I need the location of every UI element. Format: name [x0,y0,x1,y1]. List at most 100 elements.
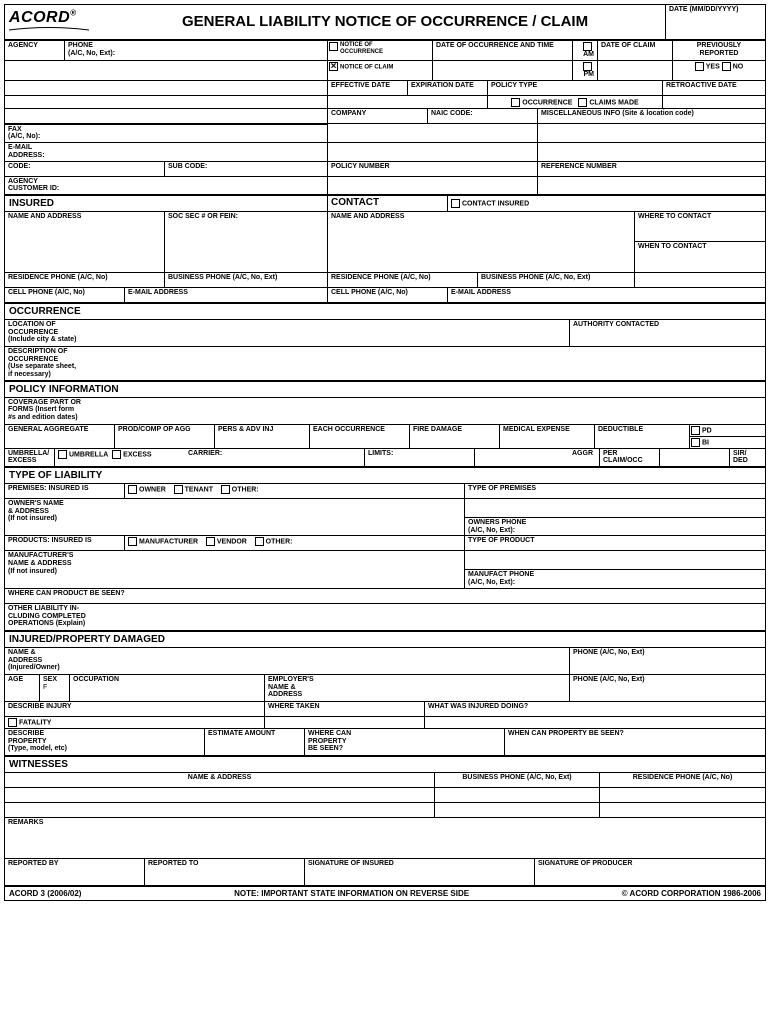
witness-res-phone-header: RESIDENCE PHONE (A/C, No) [600,773,765,787]
witness-row-2-name[interactable] [5,803,435,817]
estimate-amount[interactable]: ESTIMATE AMOUNT [205,729,305,755]
occupation[interactable]: OCCUPATION [70,675,265,701]
bi-cb[interactable] [691,438,700,447]
when-contact[interactable]: WHEN TO CONTACT [635,242,765,272]
what-injured-doing[interactable]: WHAT WAS INJURED DOING? [425,702,765,716]
other-product-cb[interactable] [255,537,264,546]
owners-phone[interactable]: OWNERS PHONE (A/C, No, Ext): [465,517,765,535]
injured-name-address[interactable]: NAME & ADDRESS (Injured/Owner) [5,648,570,674]
notice-claim-cb[interactable] [329,62,338,71]
signature-insured[interactable]: SIGNATURE OF INSURED [305,859,535,885]
owner-cb[interactable] [128,485,137,494]
fax[interactable]: FAX (A/C, No): [5,124,328,142]
manufacturer-cb[interactable] [128,537,137,546]
code[interactable]: CODE: [5,162,165,176]
umbrella-excess-label: UMBRELLA/ EXCESS [5,449,55,466]
contact-email[interactable]: E-MAIL ADDRESS [448,288,765,302]
each-occ[interactable]: EACH OCCURRENCE [310,425,410,448]
sub-code[interactable]: SUB CODE: [165,162,328,176]
witness-row-1-res[interactable] [600,788,765,802]
signature-producer[interactable]: SIGNATURE OF PRODUCER [535,859,765,885]
umbrella-cb[interactable] [58,450,67,459]
date-occ-time[interactable]: DATE OF OCCURRENCE AND TIME [433,41,573,60]
type-product[interactable]: TYPE OF PRODUCT [465,536,765,550]
medical-expense[interactable]: MEDICAL EXPENSE [500,425,595,448]
date-claim[interactable]: DATE OF CLAIM [598,41,673,60]
retroactive-date[interactable]: RETROACTIVE DATE [663,81,765,95]
insured-bus-phone[interactable]: BUSINESS PHONE (A/C, No, Ext) [165,273,328,287]
contact-res-phone[interactable]: RESIDENCE PHONE (A/C, No) [328,273,478,287]
injured-phone-2[interactable]: PHONE (A/C, No, Ext) [570,675,765,701]
insured-ssn[interactable]: SOC SEC # OR FEIN: [165,212,328,272]
policy-number[interactable]: POLICY NUMBER [328,162,538,176]
tenant-cb[interactable] [174,485,183,494]
contact-name-address[interactable]: NAME AND ADDRESS [328,212,635,272]
mfr-name[interactable]: MANUFACTURER'S NAME & ADDRESS (If not in… [5,551,465,587]
describe-injury[interactable]: DESCRIBE INJURY [5,702,265,716]
claims-made-cb[interactable] [578,98,587,107]
excess-cb[interactable] [112,450,121,459]
agency-customer-id[interactable]: AGENCY CUSTOMER ID: [5,177,328,194]
where-property[interactable]: WHERE CAN PROPERTY BE SEEN? [305,729,505,755]
witness-row-1-name[interactable] [5,788,435,802]
other-liability[interactable]: OTHER LIABILITY IN- CLUDING COMPLETED OP… [5,604,765,630]
coverage-part[interactable]: COVERAGE PART OR FORMS (Insert form #s a… [5,398,765,424]
insured-email[interactable]: E-MAIL ADDRESS [125,288,328,302]
expiration-date[interactable]: EXPIRATION DATE [408,81,488,95]
prod-comp[interactable]: PROD/COMP OP AGG [115,425,215,448]
contact-cell[interactable]: CELL PHONE (A/C, No) [328,288,448,302]
deductible[interactable]: DEDUCTIBLE [595,425,690,448]
date-field[interactable]: DATE (MM/DD/YYYY) [665,5,765,39]
describe-property[interactable]: DESCRIBE PROPERTY (Type, model, etc) [5,729,205,755]
occurrence-cb[interactable] [511,98,520,107]
company[interactable]: COMPANY [328,109,428,123]
witness-row-2-bus[interactable] [435,803,600,817]
fatality-cb[interactable] [8,718,17,727]
where-product[interactable]: WHERE CAN PRODUCT BE SEEN? [5,589,765,603]
carrier[interactable]: CARRIER: [185,449,365,466]
misc-info[interactable]: MISCELLANEOUS INFO (Site & location code… [538,109,765,123]
general-agg[interactable]: GENERAL AGGREGATE [5,425,115,448]
age-field[interactable]: AGE [5,675,40,701]
remarks[interactable]: REMARKS [5,818,765,858]
mfr-phone[interactable]: MANUFACT PHONE (A/C, No, Ext): [465,569,765,587]
fire-damage[interactable]: FIRE DAMAGE [410,425,500,448]
am-cb[interactable] [583,42,592,51]
pm-cb[interactable] [583,62,592,71]
yes-cb[interactable] [695,62,704,71]
reported-to[interactable]: REPORTED TO [145,859,305,885]
employers-name[interactable]: EMPLOYER'S NAME & ADDRESS [265,675,570,701]
contact-insured-cb[interactable] [451,199,460,208]
where-contact[interactable]: WHERE TO CONTACT [635,212,765,242]
when-property[interactable]: WHEN CAN PROPERTY BE SEEN? [505,729,765,755]
witness-row-2-res[interactable] [600,803,765,817]
owners-name[interactable]: OWNER'S NAME & ADDRESS (If not insured) [5,499,465,535]
injured-phone[interactable]: PHONE (A/C, No, Ext) [570,648,765,674]
effective-date[interactable]: EFFECTIVE DATE [328,81,408,95]
occurrence-location[interactable]: LOCATION OF OCCURRENCE (Include city & s… [5,320,570,346]
no-cb[interactable] [722,62,731,71]
sex-field[interactable]: SEXF [40,675,70,701]
insured-name-address[interactable]: NAME AND ADDRESS [5,212,165,272]
policy-info-title: POLICY INFORMATION [5,380,765,397]
insured-res-phone[interactable]: RESIDENCE PHONE (A/C, No) [5,273,165,287]
notice-occurrence-cb[interactable] [329,42,338,51]
pers-adv[interactable]: PERS & ADV INJ [215,425,310,448]
agency-phone[interactable]: PHONE (A/C, No, Ext): [65,41,328,60]
naic-code[interactable]: NAIC CODE: [428,109,538,123]
type-premises[interactable]: TYPE OF PREMISES [465,484,765,498]
email-address[interactable]: E-MAIL ADDRESS: [5,143,328,160]
authority-contacted[interactable]: AUTHORITY CONTACTED [570,320,765,346]
vendor-cb[interactable] [206,537,215,546]
aggr[interactable]: AGGR [475,449,600,466]
reported-by[interactable]: REPORTED BY [5,859,145,885]
where-taken[interactable]: WHERE TAKEN [265,702,425,716]
pd-cb[interactable] [691,426,700,435]
contact-bus-phone[interactable]: BUSINESS PHONE (A/C, No, Ext) [478,273,635,287]
reference-number[interactable]: REFERENCE NUMBER [538,162,765,176]
witness-row-1-bus[interactable] [435,788,600,802]
other-premises-cb[interactable] [221,485,230,494]
insured-cell[interactable]: CELL PHONE (A/C, No) [5,288,125,302]
occurrence-description[interactable]: DESCRIPTION OF OCCURRENCE (Use separate … [5,347,765,380]
limits[interactable]: LIMITS: [365,449,475,466]
